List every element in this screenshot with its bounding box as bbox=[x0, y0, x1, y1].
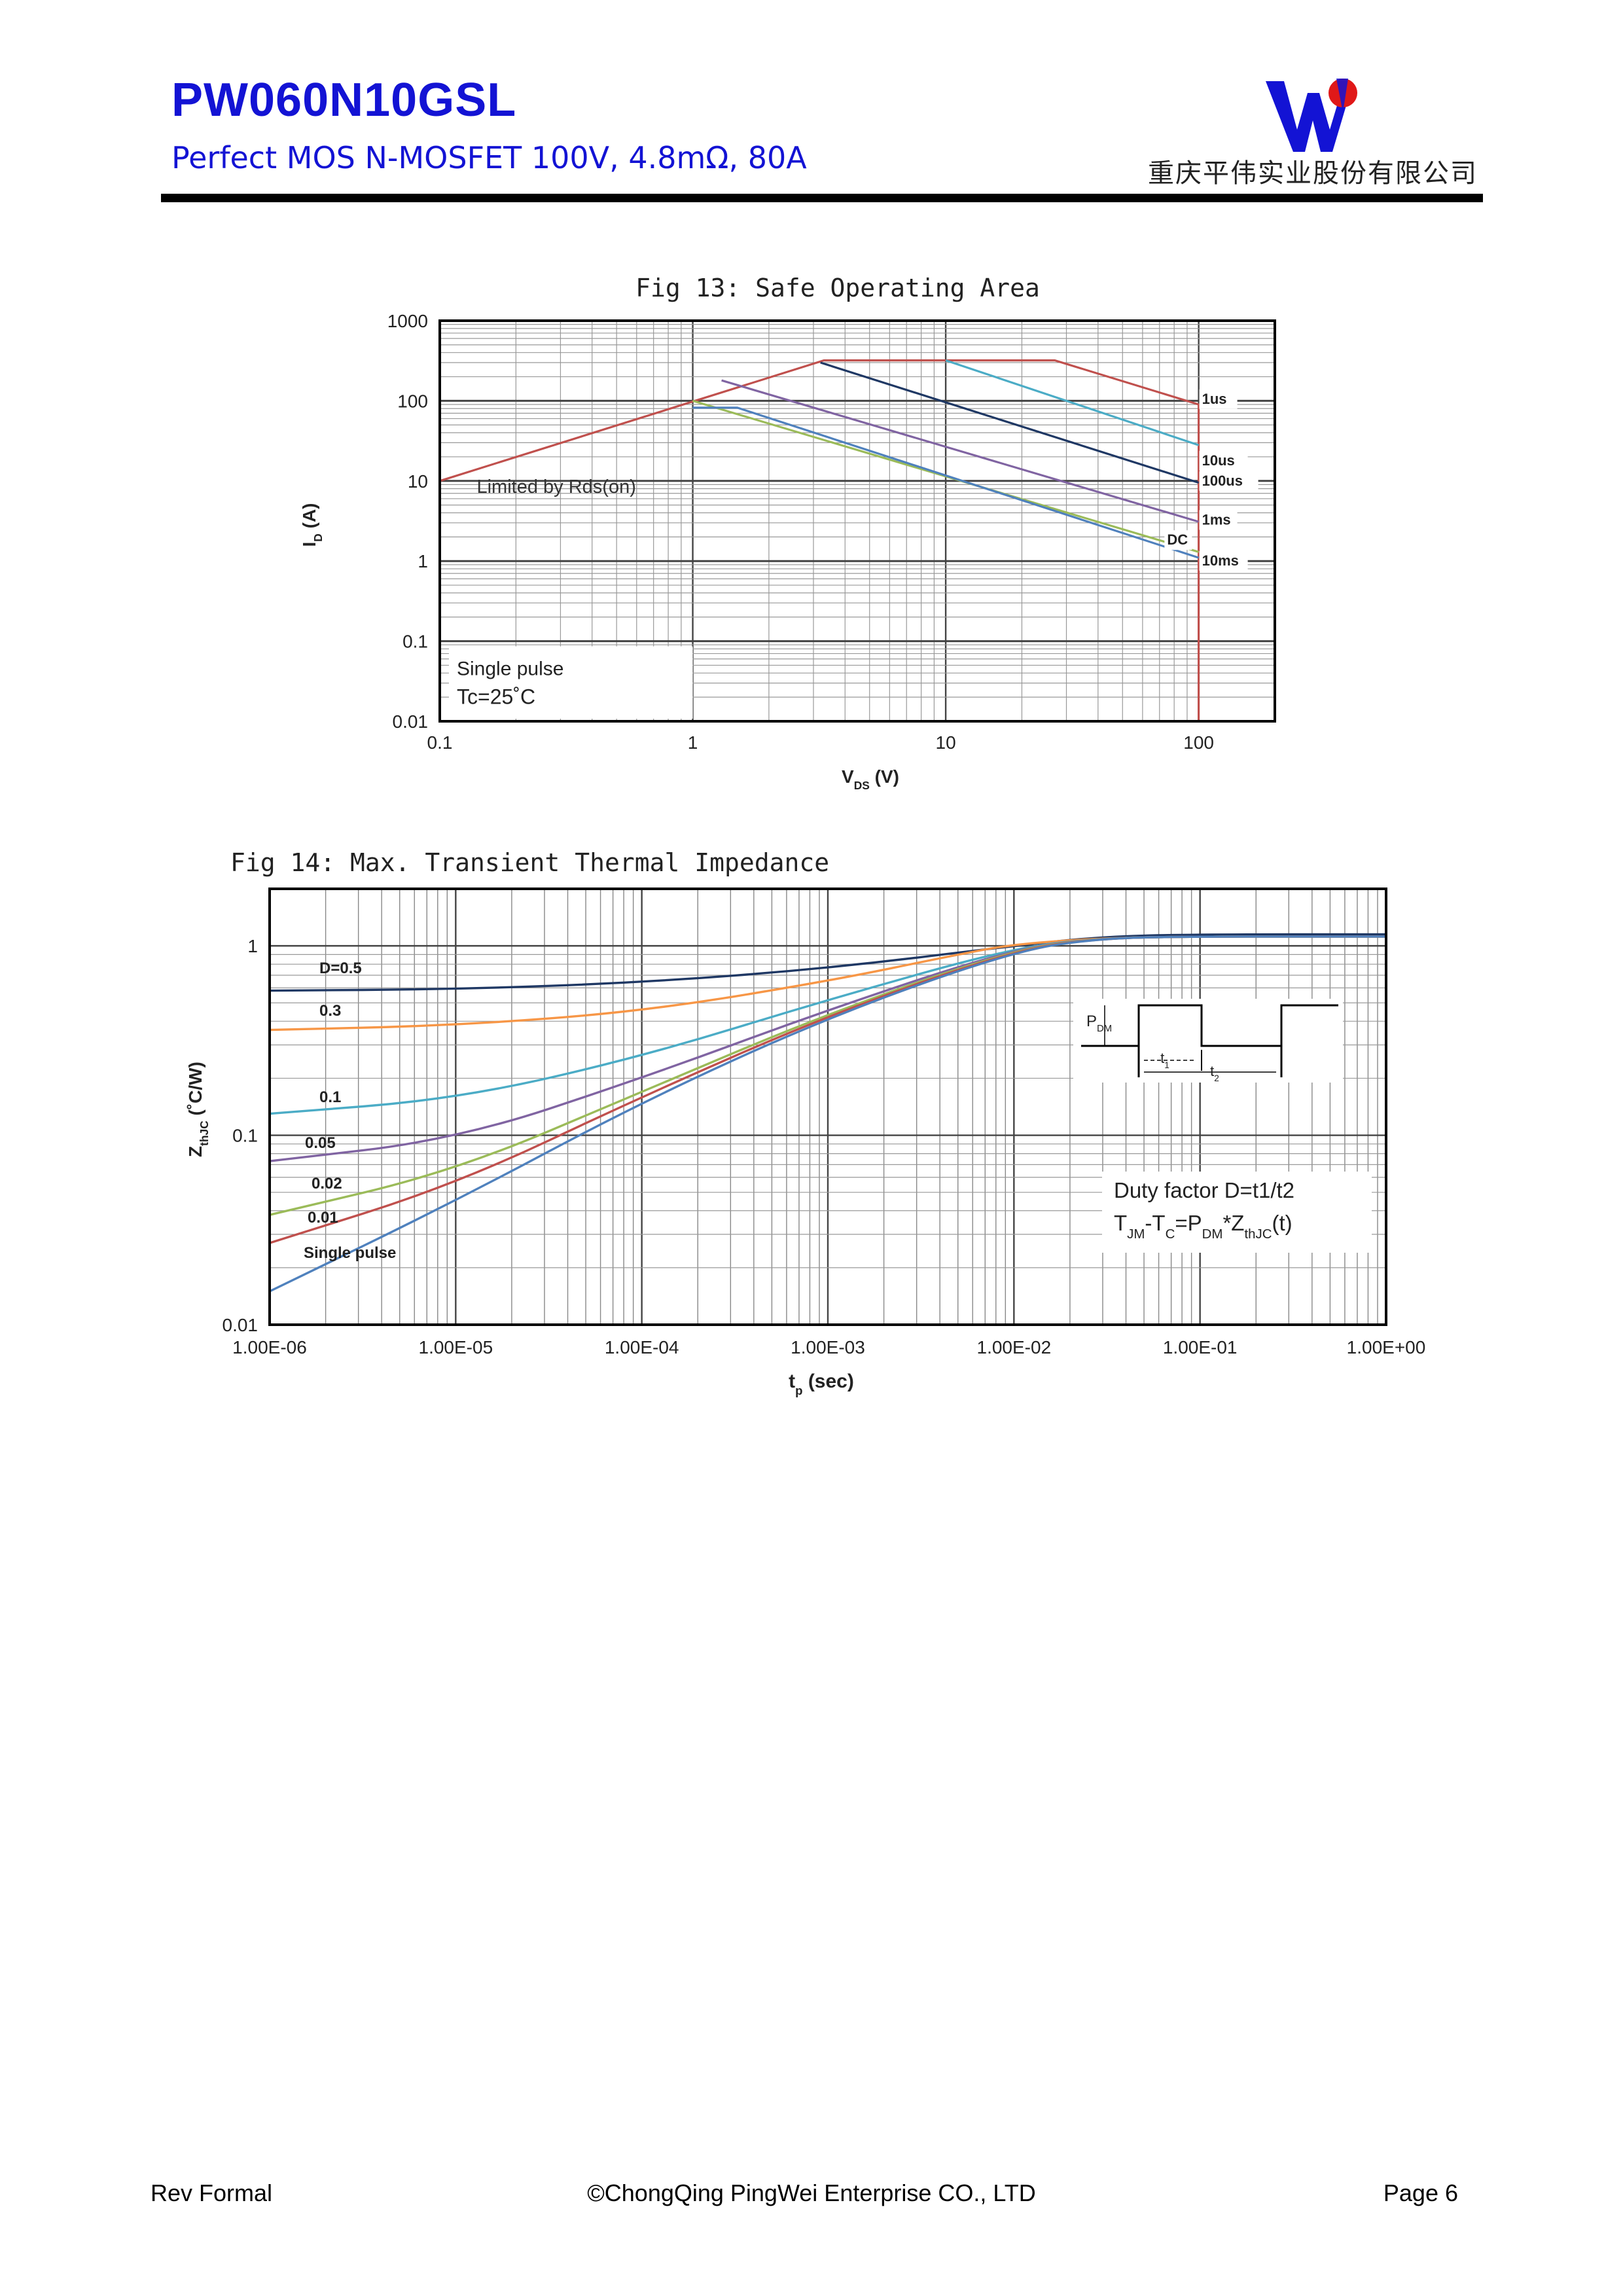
soa-series-label-dc: DC bbox=[1167, 531, 1188, 548]
zth-series-single-pulse bbox=[269, 935, 1386, 1293]
zth-inset-t1: t1 bbox=[1160, 1050, 1169, 1070]
soa-y-tick: 100 bbox=[397, 391, 428, 411]
soa-annotation-single-pulse: Single pulse bbox=[457, 658, 563, 680]
company-name: 重庆平伟实业股份有限公司 bbox=[1148, 158, 1478, 188]
fig14-thermal-chart: PDM t1 t2 Duty factor D=t1/t2 TJM-TC=PDM*Zth… bbox=[185, 888, 1426, 1397]
zth-x-tick: 1.00E-02 bbox=[977, 1337, 1052, 1357]
zth-y-axis-label: ZthJC (˚C/W) bbox=[185, 1062, 211, 1157]
zth-series-label: 0.3 bbox=[319, 1002, 341, 1020]
company-logo-icon bbox=[1266, 79, 1357, 152]
soa-series-label-1ms: 1ms bbox=[1202, 511, 1231, 528]
soa-series-label-bg bbox=[1164, 530, 1192, 550]
soa-y-tick: 0.1 bbox=[402, 632, 428, 652]
fig14-title: Fig 14: Max. Transient Thermal Impedance bbox=[230, 848, 830, 877]
soa-series-label-100us: 100us bbox=[1202, 473, 1243, 489]
soa-series-label-bg bbox=[1199, 550, 1248, 571]
zth-x-tick: 1.00E-03 bbox=[791, 1337, 865, 1357]
soa-x-tick: 1 bbox=[688, 732, 698, 753]
zth-x-tick: 1.00E-04 bbox=[605, 1337, 679, 1357]
soa-x-axis-label: VDS (V) bbox=[842, 766, 899, 792]
zth-series-label: 0.05 bbox=[305, 1134, 336, 1152]
zth-y-tick: 1 bbox=[247, 936, 258, 956]
soa-note-box bbox=[449, 646, 693, 719]
zth-inset-pdm: PDM bbox=[1086, 1013, 1112, 1034]
zth-series-label: D=0.5 bbox=[319, 960, 362, 977]
zth-inset-t2: t2 bbox=[1210, 1063, 1219, 1083]
zth-x-tick: 1.00E-01 bbox=[1163, 1337, 1238, 1357]
soa-series-label-bg bbox=[1199, 471, 1258, 491]
zth-series-label: Single pulse bbox=[304, 1244, 396, 1262]
zth-series-label: 0.02 bbox=[312, 1175, 342, 1193]
soa-series-label-bg bbox=[1199, 510, 1238, 530]
footer-rev: Rev Formal bbox=[151, 2179, 273, 2206]
soa-annotation-rds: Limited by Rds(on) bbox=[476, 476, 635, 497]
product-subtitle: Perfect MOS N-MOSFET 100V, 4.8mΩ, 80A bbox=[171, 140, 807, 175]
zth-series-d-0-5 bbox=[269, 933, 1386, 992]
part-number: PW060N10GSL bbox=[171, 74, 517, 126]
soa-series-10us bbox=[945, 359, 1200, 446]
soa-series-dc bbox=[692, 406, 1200, 559]
soa-series-100us bbox=[820, 361, 1200, 484]
soa-y-tick: 0.01 bbox=[393, 711, 429, 732]
zth-x-axis-label: tp (sec) bbox=[789, 1371, 854, 1397]
soa-x-tick: 0.1 bbox=[427, 732, 453, 753]
zth-y-tick: 0.01 bbox=[223, 1315, 259, 1335]
zth-plot-frame bbox=[268, 888, 1387, 1326]
zth-series-label: 0.01 bbox=[308, 1209, 338, 1227]
soa-y-tick: 1000 bbox=[387, 311, 428, 331]
soa-series-label-bg bbox=[1199, 450, 1248, 471]
header-rule bbox=[161, 194, 1483, 202]
fig13-title: Fig 13: Safe Operating Area bbox=[635, 274, 1040, 302]
soa-y-axis-label: ID (A) bbox=[299, 503, 325, 547]
zth-x-tick: 1.00E-05 bbox=[419, 1337, 493, 1357]
zth-formula-box bbox=[1102, 1172, 1372, 1253]
soa-y-tick: 1 bbox=[418, 551, 428, 571]
zth-pulse-inset bbox=[1073, 999, 1343, 1083]
soa-x-tick: 100 bbox=[1183, 732, 1214, 753]
zth-x-tick: 1.00E+00 bbox=[1347, 1337, 1426, 1357]
zth-y-tick: 0.1 bbox=[232, 1126, 258, 1146]
soa-series-label-10ms: 10ms bbox=[1202, 552, 1239, 569]
zth-series-label: 0.1 bbox=[319, 1088, 341, 1106]
soa-y-tick: 10 bbox=[408, 471, 428, 492]
soa-series-1ms bbox=[721, 379, 1200, 523]
zth-x-tick: 1.00E-06 bbox=[232, 1337, 307, 1357]
footer-copyright: ©ChongQing PingWei Enterprise CO., LTD bbox=[587, 2179, 1036, 2206]
soa-series-label-10us: 10us bbox=[1202, 452, 1235, 469]
soa-x-tick: 10 bbox=[936, 732, 956, 753]
footer-page: Page 6 bbox=[1383, 2179, 1458, 2206]
soa-annotation-tc: Tc=25˚C bbox=[457, 685, 535, 709]
zth-annotation-formula: TJM-TC=PDM*ZthJC(t) bbox=[1114, 1211, 1293, 1242]
soa-plot-frame bbox=[438, 319, 1276, 723]
soa-series-1us bbox=[439, 359, 1200, 721]
soa-series-label-bg bbox=[1199, 389, 1238, 409]
soa-series-label-1us: 1us bbox=[1202, 391, 1227, 407]
zth-annotation-duty: Duty factor D=t1/t2 bbox=[1114, 1178, 1294, 1202]
